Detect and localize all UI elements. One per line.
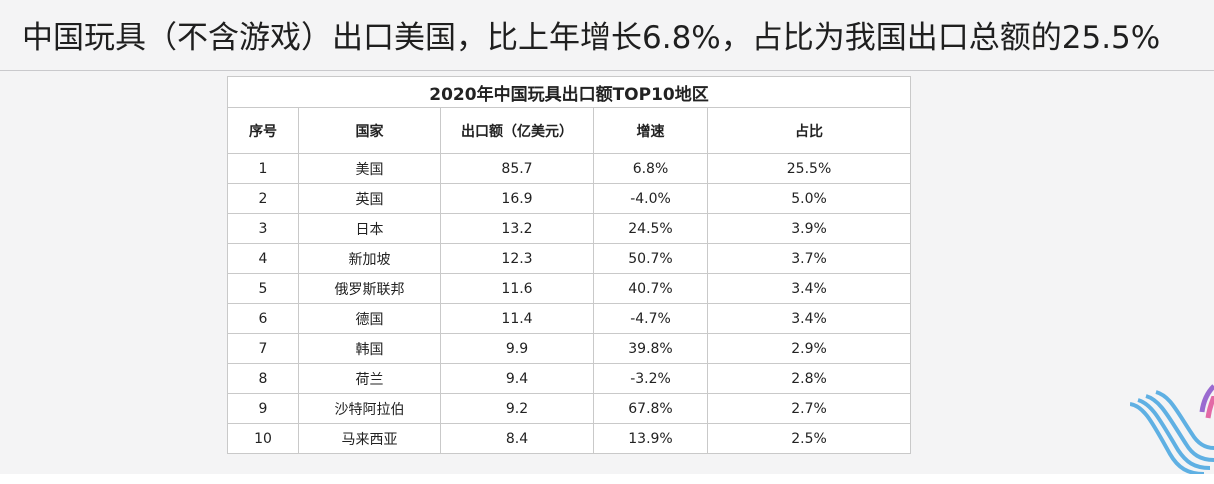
cell-index: 4 bbox=[227, 243, 299, 274]
cell-growth: 13.9% bbox=[593, 423, 708, 454]
header-export-value: 出口额（亿美元） bbox=[440, 107, 594, 154]
cell-export-value: 13.2 bbox=[440, 213, 594, 244]
export-table: 2020年中国玩具出口额TOP10地区 序号 国家 出口额（亿美元） 增速 占比 1 美国… bbox=[226, 76, 912, 454]
cell-share: 2.7% bbox=[706, 393, 912, 424]
table-row: 9 沙特阿拉伯 9.2 67.8% 2.7% bbox=[227, 393, 912, 424]
cell-index: 6 bbox=[227, 303, 299, 334]
cell-index: 7 bbox=[227, 333, 299, 364]
cell-export-value: 8.4 bbox=[440, 423, 594, 454]
cell-growth: 24.5% bbox=[593, 213, 708, 244]
cell-country: 美国 bbox=[298, 153, 441, 184]
export-table-container: 2020年中国玩具出口额TOP10地区 序号 国家 出口额（亿美元） 增速 占比 1 美国… bbox=[226, 76, 912, 454]
header-index: 序号 bbox=[227, 107, 299, 154]
cell-country: 马来西亚 bbox=[298, 423, 441, 454]
cell-export-value: 16.9 bbox=[440, 183, 594, 214]
table-row: 2 英国 16.9 -4.0% 5.0% bbox=[227, 183, 912, 214]
cell-share: 3.7% bbox=[706, 243, 912, 274]
cell-index: 9 bbox=[227, 393, 299, 424]
cell-index: 1 bbox=[227, 153, 299, 184]
table-header-row: 序号 国家 出口额（亿美元） 增速 占比 bbox=[227, 107, 912, 154]
cell-share: 5.0% bbox=[706, 183, 912, 214]
table-row: 1 美国 85.7 6.8% 25.5% bbox=[227, 153, 912, 184]
cell-country: 俄罗斯联邦 bbox=[298, 273, 441, 304]
table-body: 1 美国 85.7 6.8% 25.5% 2 英国 16.9 -4.0% 5.0% 3 日本 13.2 2… bbox=[227, 153, 912, 454]
cell-country: 沙特阿拉伯 bbox=[298, 393, 441, 424]
header-growth: 增速 bbox=[593, 107, 708, 154]
cell-share: 3.4% bbox=[706, 273, 912, 304]
table-row: 3 日本 13.2 24.5% 3.9% bbox=[227, 213, 912, 244]
cell-country: 荷兰 bbox=[298, 363, 441, 394]
cell-export-value: 85.7 bbox=[440, 153, 594, 184]
title-divider bbox=[0, 70, 1214, 71]
table-row: 10 马来西亚 8.4 13.9% 2.5% bbox=[227, 423, 912, 454]
cell-share: 3.4% bbox=[706, 303, 912, 334]
cell-export-value: 11.4 bbox=[440, 303, 594, 334]
cell-share: 3.9% bbox=[706, 213, 912, 244]
cell-index: 2 bbox=[227, 183, 299, 214]
cell-export-value: 12.3 bbox=[440, 243, 594, 274]
cell-index: 3 bbox=[227, 213, 299, 244]
slide-title: 中国玩具（不含游戏）出口美国，比上年增长6.8%，占比为我国出口总额的25.5% bbox=[22, 20, 1161, 56]
cell-growth: 40.7% bbox=[593, 273, 708, 304]
cell-country: 英国 bbox=[298, 183, 441, 214]
cell-country: 新加坡 bbox=[298, 243, 441, 274]
table-row: 4 新加坡 12.3 50.7% 3.7% bbox=[227, 243, 912, 274]
wave-logo-icon bbox=[1130, 384, 1214, 476]
cell-growth: -4.7% bbox=[593, 303, 708, 334]
cell-country: 韩国 bbox=[298, 333, 441, 364]
cell-index: 8 bbox=[227, 363, 299, 394]
cell-growth: 67.8% bbox=[593, 393, 708, 424]
cell-growth: -4.0% bbox=[593, 183, 708, 214]
cell-export-value: 9.9 bbox=[440, 333, 594, 364]
cell-growth: 39.8% bbox=[593, 333, 708, 364]
table-row: 7 韩国 9.9 39.8% 2.9% bbox=[227, 333, 912, 364]
cell-country: 德国 bbox=[298, 303, 441, 334]
cell-export-value: 11.6 bbox=[440, 273, 594, 304]
cell-share: 2.8% bbox=[706, 363, 912, 394]
table-title: 2020年中国玩具出口额TOP10地区 bbox=[226, 76, 912, 108]
cell-growth: -3.2% bbox=[593, 363, 708, 394]
table-row: 6 德国 11.4 -4.7% 3.4% bbox=[227, 303, 912, 334]
cell-index: 5 bbox=[227, 273, 299, 304]
header-country: 国家 bbox=[298, 107, 441, 154]
table-row: 8 荷兰 9.4 -3.2% 2.8% bbox=[227, 363, 912, 394]
bottom-strip bbox=[0, 474, 1214, 484]
cell-index: 10 bbox=[227, 423, 299, 454]
cell-share: 2.5% bbox=[706, 423, 912, 454]
cell-growth: 50.7% bbox=[593, 243, 708, 274]
cell-export-value: 9.4 bbox=[440, 363, 594, 394]
table-row: 5 俄罗斯联邦 11.6 40.7% 3.4% bbox=[227, 273, 912, 304]
cell-growth: 6.8% bbox=[593, 153, 708, 184]
cell-country: 日本 bbox=[298, 213, 441, 244]
cell-export-value: 9.2 bbox=[440, 393, 594, 424]
cell-share: 25.5% bbox=[706, 153, 912, 184]
cell-share: 2.9% bbox=[706, 333, 912, 364]
header-share: 占比 bbox=[706, 107, 912, 154]
